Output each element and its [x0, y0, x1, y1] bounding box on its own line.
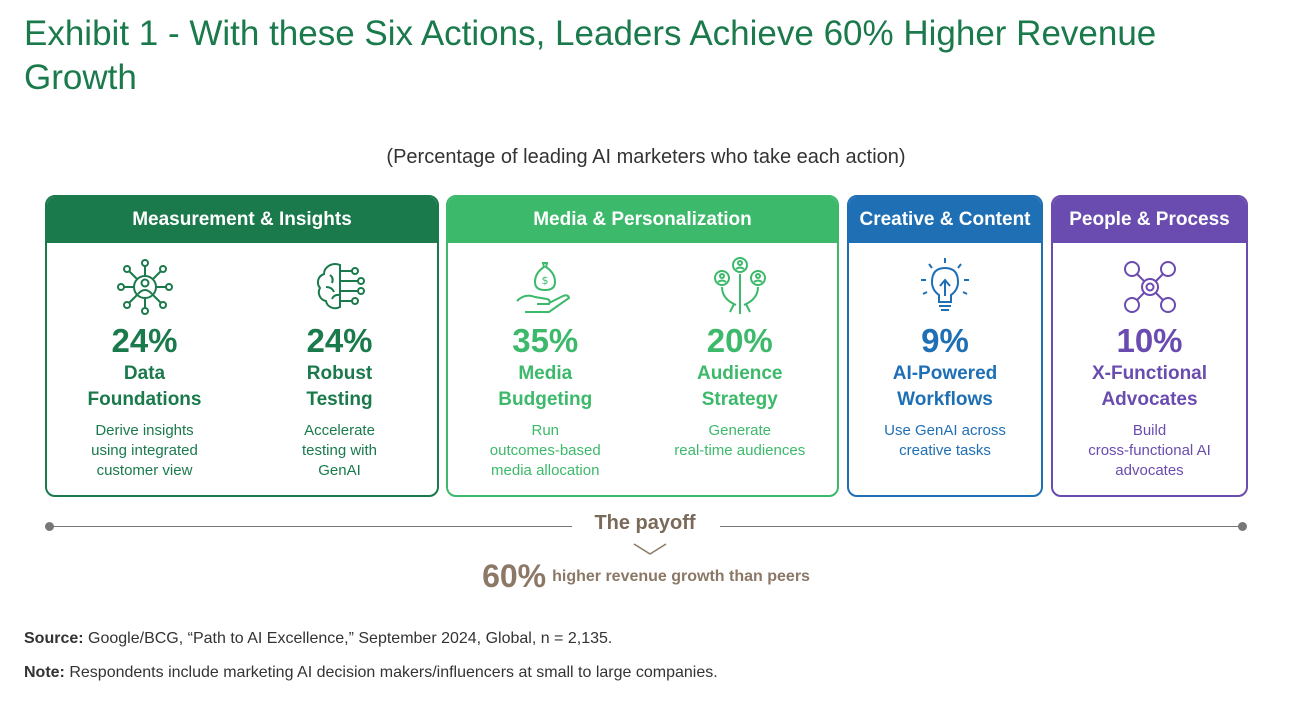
lightbulb-icon: [849, 257, 1041, 317]
action-robust-testing: 24% Robust Testing Accelerate testing wi…: [242, 243, 437, 495]
action-percent: 9%: [921, 322, 969, 359]
payoff-text: higher revenue growth than peers: [552, 567, 810, 585]
action-name-line2: Workflows: [897, 389, 993, 410]
action-desc-line1: Build: [1132, 422, 1167, 439]
svg-text:$: $: [542, 274, 549, 287]
action-percent: 24%: [111, 322, 178, 359]
payoff-line-right: [720, 526, 1242, 527]
group-media-personalization: Media & Personalization $ 35% Media Budg…: [446, 195, 839, 497]
action-desc-line2: cross-functional AI: [1088, 442, 1211, 459]
action-percent: 24%: [306, 322, 373, 359]
exhibit-title: Exhibit 1 - With these Six Actions, Lead…: [24, 14, 1157, 97]
source-note: Source: Google/BCG, “Path to AI Excellen…: [24, 630, 612, 648]
note-text: Respondents include marketing AI decisio…: [64, 664, 718, 681]
action-name-line2: Advocates: [1101, 389, 1198, 410]
action-desc-line3: GenAI: [318, 462, 361, 479]
action-desc-line1: Run: [531, 422, 560, 439]
hub-network-icon: [1053, 257, 1246, 317]
action-desc-line2: real-time audiences: [674, 442, 806, 459]
action-percent: 20%: [706, 322, 773, 359]
action-ai-powered-workflows: 9% AI-Powered Workflows Use GenAI across…: [849, 243, 1041, 495]
group-header: Creative & Content: [849, 197, 1041, 243]
action-name-line1: Data: [123, 363, 166, 384]
source-text: Google/BCG, “Path to AI Excellence,” Sep…: [83, 630, 613, 647]
action-audience-strategy: 20% Audience Strategy Generate real-time…: [643, 243, 838, 495]
action-name-line1: Audience: [696, 363, 783, 384]
action-name-line1: X-Functional: [1091, 363, 1208, 384]
payoff-line-start-dot: [45, 522, 54, 531]
action-desc-line1: Derive insights: [95, 422, 194, 439]
action-name-line2: Testing: [306, 389, 373, 410]
action-percent: 35%: [512, 322, 579, 359]
source-label: Source:: [24, 630, 84, 647]
action-desc-line2: outcomes-based: [489, 442, 601, 459]
action-name-line2: Budgeting: [498, 389, 593, 410]
action-desc-line3: customer view: [96, 462, 193, 479]
action-name-line2: Strategy: [701, 389, 778, 410]
action-desc-line2: creative tasks: [899, 442, 991, 459]
action-name-line1: AI-Powered: [892, 363, 998, 384]
action-name-line1: Media: [518, 363, 573, 384]
action-media-budgeting: $ 35% Media Budgeting Run outcomes-based…: [448, 243, 643, 495]
group-header: People & Process: [1053, 197, 1246, 243]
group-header: Measurement & Insights: [47, 197, 437, 243]
group-header: Media & Personalization: [448, 197, 837, 243]
payoff-value: 60%: [482, 558, 547, 594]
payoff-line-left: [50, 526, 572, 527]
payoff-line-end-dot: [1238, 522, 1247, 531]
money-hand-icon: $: [448, 257, 643, 317]
note-label: Note:: [24, 664, 65, 681]
action-name-line2: Foundations: [87, 389, 202, 410]
payoff-label: The payoff: [594, 512, 696, 534]
action-data-foundations: 24% Data Foundations Derive insights usi…: [47, 243, 242, 495]
audience-icon: [643, 257, 838, 317]
network-person-icon: [47, 257, 242, 317]
group-measurement-insights: Measurement & Insights 24%: [45, 195, 439, 497]
action-desc-line1: Generate: [708, 422, 772, 439]
exhibit-subtitle: (Percentage of leading AI marketers who …: [386, 146, 906, 168]
chevron-down-icon: [633, 543, 667, 555]
payoff-result: 60% higher revenue growth than peers: [0, 558, 1292, 595]
action-desc-line1: Accelerate: [304, 422, 375, 439]
action-name-line1: Robust: [306, 363, 373, 384]
action-desc-line2: testing with: [301, 442, 378, 459]
action-percent: 10%: [1116, 322, 1183, 359]
action-desc-line3: media allocation: [491, 462, 600, 479]
action-desc-line1: Use GenAI across: [884, 422, 1006, 439]
footnote: Note: Respondents include marketing AI d…: [24, 664, 718, 682]
action-desc-line3: advocates: [1115, 462, 1184, 479]
action-x-functional-advocates: 10% X-Functional Advocates Build cross-f…: [1053, 243, 1246, 495]
group-people-process: People & Process 10% X-Functional Advoca…: [1051, 195, 1248, 497]
brain-circuit-icon: [242, 257, 437, 317]
group-creative-content: Creative & Content 9% AI-Powered Workflo…: [847, 195, 1043, 497]
action-desc-line2: using integrated: [91, 442, 198, 459]
